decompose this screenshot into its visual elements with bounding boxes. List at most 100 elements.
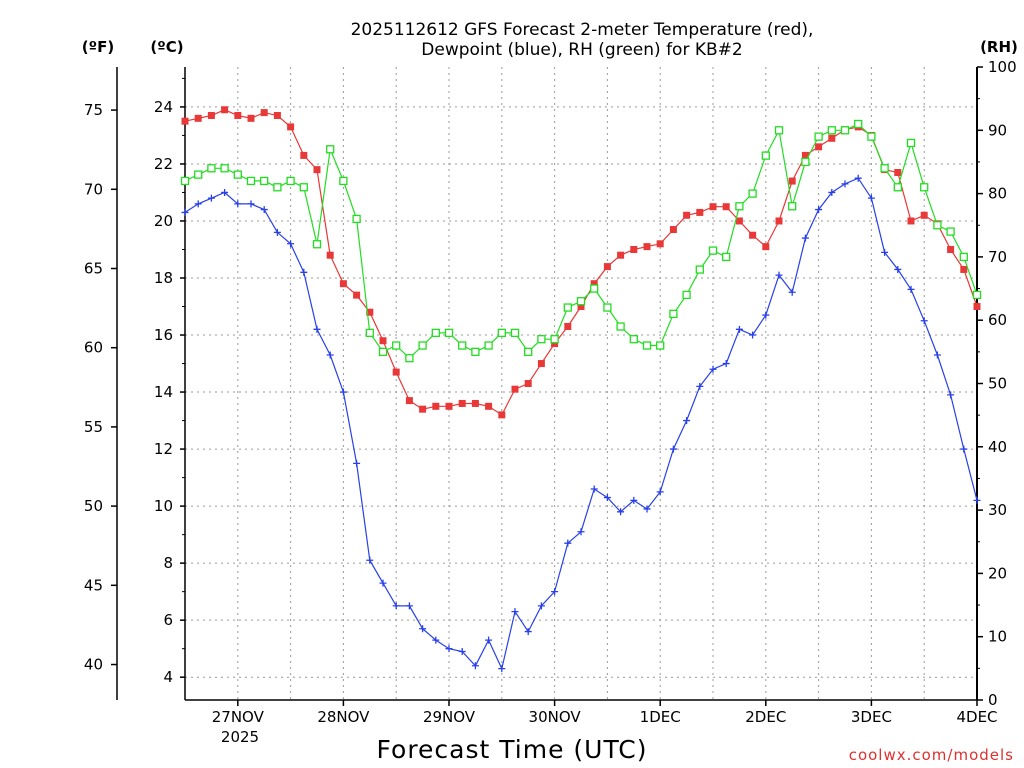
temperature-point	[643, 243, 651, 251]
celsius-tick-label: 20	[154, 212, 173, 230]
dewpoint-point	[947, 391, 955, 399]
celsius-tick-label: 18	[154, 269, 173, 287]
temperature-point	[696, 208, 704, 216]
temperature-point	[749, 231, 757, 239]
x-tick-label: 4DEC	[956, 708, 997, 726]
rh-tick-label: 30	[988, 501, 1007, 519]
celsius-tick-label: 6	[163, 611, 173, 629]
dewpoint-point	[339, 388, 347, 396]
dewpoint-point	[300, 268, 308, 276]
dewpoint-point	[181, 208, 189, 216]
rh-tick-label: 60	[988, 311, 1007, 329]
dewpoint-point	[603, 494, 611, 502]
temperature-point	[775, 217, 783, 225]
fahrenheit-tick-label: 40	[84, 656, 103, 674]
celsius-tick-label: 12	[154, 440, 173, 458]
dewpoint-point	[194, 200, 202, 208]
dewpoint-point	[669, 445, 677, 453]
temperature-point	[947, 245, 955, 253]
rh-point	[233, 170, 242, 179]
rh-point	[695, 265, 704, 274]
temperature-point	[907, 217, 915, 225]
temperature-point	[273, 111, 281, 119]
temperature-point	[617, 251, 625, 259]
temperature-point	[458, 399, 466, 407]
temperature-point	[564, 322, 572, 330]
rh-point	[656, 341, 665, 350]
dewpoint-point	[960, 445, 968, 453]
temperature-point	[445, 402, 453, 410]
temperature-point	[247, 114, 255, 122]
rh-point	[207, 164, 216, 173]
rh-point	[365, 328, 374, 338]
rh-tick-label: 20	[988, 564, 1007, 582]
celsius-tick-label: 10	[154, 497, 173, 515]
rh-point	[497, 328, 506, 338]
x-tick-label: 30NOV	[529, 708, 582, 726]
celsius-tick-label: 16	[154, 326, 173, 344]
rh-point	[273, 183, 282, 192]
temperature-point	[815, 143, 823, 151]
temperature-point	[498, 411, 506, 419]
chart-axes	[111, 66, 983, 706]
rh-point	[550, 335, 559, 344]
dewpoint-point	[234, 200, 242, 208]
rh-line	[184, 123, 978, 360]
temperature-point	[973, 303, 981, 311]
temperature-point	[392, 368, 400, 376]
dewpoint-point	[405, 602, 413, 610]
temperature-point	[326, 251, 334, 259]
temperature-point	[194, 114, 202, 122]
temperature-point	[207, 111, 215, 119]
dewpoint-point	[537, 602, 545, 610]
rh-point	[339, 176, 348, 186]
rh-unit-label: (RH)	[980, 38, 1018, 56]
dewpoint-point	[419, 625, 427, 633]
rh-point	[814, 132, 823, 141]
fahrenheit-tick-label: 50	[84, 497, 103, 515]
rh-point	[642, 341, 652, 350]
dewpoint-point	[841, 180, 849, 188]
temperature-point	[524, 380, 532, 387]
rh-point	[180, 176, 190, 186]
dewpoint-point	[471, 662, 479, 670]
temperature-point	[537, 360, 545, 368]
dewpoint-point	[590, 485, 598, 493]
temperature-point	[339, 280, 347, 288]
dewpoint-point	[326, 351, 334, 359]
chart-grid	[185, 67, 977, 700]
rh-point	[537, 335, 546, 344]
celsius-tick-label: 4	[163, 668, 173, 686]
celsius-tick-label: 22	[154, 155, 173, 173]
rh-point	[563, 303, 572, 312]
dewpoint-point	[379, 579, 387, 587]
rh-point	[906, 138, 916, 148]
x-tick-label: 2DEC	[745, 708, 786, 726]
rh-point	[735, 202, 744, 211]
rh-point	[392, 341, 401, 350]
temperature-point	[683, 211, 691, 219]
x-axis-label: Forecast Time (UTC)	[377, 735, 648, 764]
rh-point	[867, 132, 876, 141]
rh-series	[180, 119, 982, 363]
dewpoint-point	[511, 608, 519, 616]
rh-point	[761, 151, 770, 160]
dewpoint-point	[353, 459, 361, 467]
dewpoint-point	[643, 505, 651, 513]
dewpoint-point	[854, 174, 862, 182]
dewpoint-point	[683, 417, 691, 425]
temperature-point	[603, 263, 611, 271]
rh-point	[616, 322, 625, 331]
x-tick-label: 1DEC	[640, 708, 681, 726]
x-tick-label: 28NOV	[317, 708, 370, 726]
temperature-point	[656, 240, 664, 248]
fahrenheit-tick-label: 65	[84, 259, 103, 277]
temperature-point	[801, 151, 809, 159]
celsius-tick-label: 14	[154, 383, 173, 401]
temperature-point	[287, 123, 295, 131]
rh-point	[880, 164, 889, 173]
rh-point	[933, 221, 942, 230]
temperature-point	[828, 134, 836, 142]
x-tick-label: 29NOV	[423, 708, 476, 726]
dewpoint-point	[458, 648, 466, 656]
